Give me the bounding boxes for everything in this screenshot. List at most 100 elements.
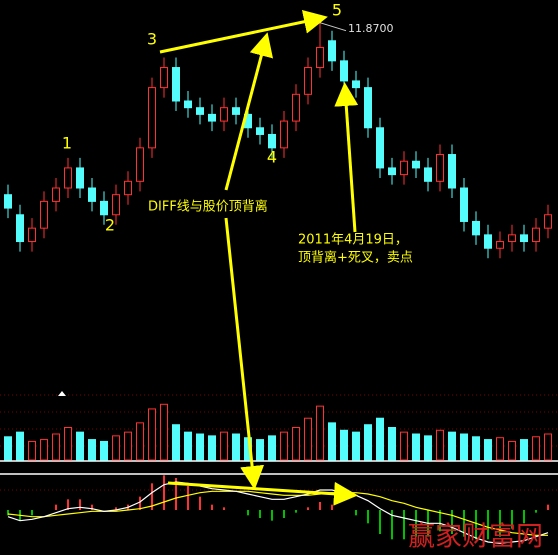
volume-bar [448,431,456,461]
volume-bar [76,431,84,461]
volume-bar [208,435,216,461]
candle-body [436,154,444,182]
candle-body [472,220,480,236]
volume-bar [328,422,336,461]
candle-body [520,234,528,243]
volume-bar [484,439,492,461]
candle-body [148,87,156,149]
candle-body [184,100,192,109]
arrow [334,82,359,233]
marker [58,391,66,396]
macd-diff [7,481,549,544]
candle-body [316,46,324,69]
candle-body [112,194,120,216]
volume-bar [52,433,60,461]
arrow [167,481,358,506]
arrow [224,217,265,490]
candle-body [304,67,312,95]
point-label: 4 [267,148,277,167]
volume-bar [124,431,132,461]
candle-body [220,107,228,122]
volume-bar [64,427,72,461]
volume-bar [532,436,540,461]
candle-body [388,167,396,176]
candle-body [424,167,432,182]
volume-bar [136,422,144,461]
volume-bar [424,435,432,461]
volume-bar [460,433,468,461]
arrow [159,9,328,54]
volume-bar [268,435,276,461]
point-label: 1 [62,134,72,153]
candle-body [64,167,72,189]
annotation: 2011年4月19日， [298,233,408,248]
candle-body [544,214,552,229]
point-label: 5 [332,1,342,20]
candle-body [400,160,408,176]
volume-bar [16,431,24,461]
volume-bar [472,436,480,461]
candle-body [508,234,516,243]
volume-bar [544,433,552,461]
candle-body [88,187,96,202]
peak-tick [319,22,347,32]
volume-bar [112,435,120,461]
candle-body [256,127,264,135]
candle-body [340,60,348,82]
volume-bar [292,427,300,461]
candle-body [40,200,48,229]
annotation: DIFF线与股价顶背离 [148,199,268,215]
candle-body [448,154,456,189]
candle-body [292,93,300,122]
candle-body [52,187,60,202]
volume-bar [232,433,240,461]
candle-body [124,180,132,196]
volume-bar [496,437,504,461]
volume-bar [520,439,528,461]
watermark: 赢家财富网 [408,522,543,553]
volume-bar [184,431,192,461]
volume-bar [220,431,228,461]
candle-body [232,107,240,115]
volume-bar [40,439,48,461]
peak-label: 11.8700 [348,22,394,35]
point-label: 2 [105,216,115,235]
volume-bar [352,431,360,461]
candle-body [28,227,36,243]
volume-bar [88,439,96,461]
volume-bar [28,440,36,461]
volume-bar [412,433,420,461]
candle-body [196,107,204,115]
volume-bar [316,405,324,461]
volume-bar [436,429,444,461]
candle-body [460,187,468,222]
candle-body [100,200,108,216]
point-label: 3 [147,30,157,49]
volume-bar [280,431,288,461]
volume-bar [100,440,108,461]
volume-bar [400,431,408,461]
candle-body [328,40,336,62]
volume-bar [340,429,348,461]
candle-body [484,234,492,249]
volume-bar [148,408,156,461]
candle-body [4,194,12,209]
volume-bar [376,417,384,461]
candle-body [16,214,24,243]
annotation: 顶背离+死叉，卖点 [298,250,413,266]
candle-body [496,241,504,249]
candle-body [364,87,372,129]
candle-body [412,160,420,169]
candle-body [280,120,288,149]
candle-body [268,133,276,149]
macd-dea [7,490,548,536]
volume-bar [388,427,396,461]
candle-body [172,67,180,102]
candle-body [352,80,360,89]
arrow [224,32,274,191]
volume-bar [4,436,12,461]
volume-bar [364,424,372,461]
volume-bar [196,433,204,461]
volume-bar [160,403,168,461]
